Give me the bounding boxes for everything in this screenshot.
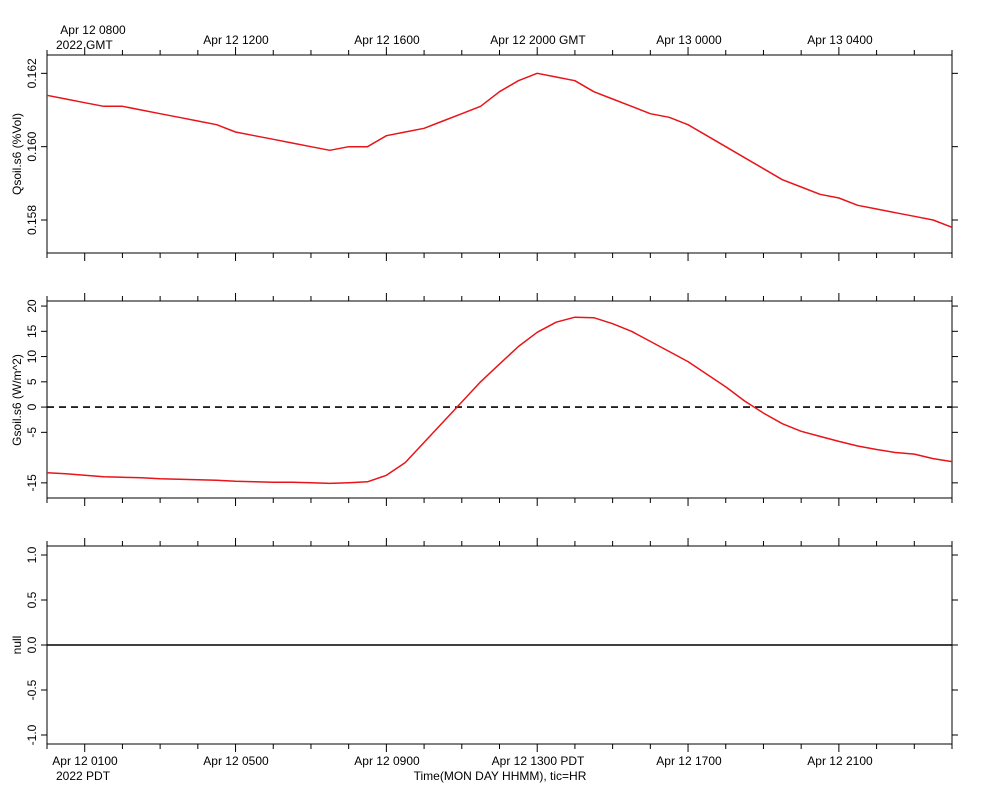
null-x-ticks	[46, 538, 953, 752]
gsoil-series	[46, 316, 953, 485]
y-tick-label: 0	[25, 403, 39, 410]
gsoil-panel: -15 -5 0 5 10 15 20 Gsoil.s6 (W/m^2)	[10, 293, 958, 506]
y-tick-label: 0.0	[25, 636, 39, 653]
y-tick-label: 15	[25, 324, 39, 338]
y-tick-label: 0.5	[25, 591, 39, 608]
gsoil-y-ticks: -15 -5 0 5 10 15 20	[25, 299, 958, 492]
qsoil-y-ticks: 0.158 0.160 0.162	[25, 58, 958, 235]
gsoil-y-axis-label: Gsoil.s6 (W/m^2)	[10, 354, 24, 446]
series-line	[46, 72, 953, 228]
y-tick-label: 0.160	[25, 131, 39, 161]
null-panel: -1.0 -0.5 0.0 0.5 1.0 null	[10, 538, 958, 752]
y-tick-label: -5	[25, 427, 39, 438]
y-tick-label: -15	[25, 474, 39, 492]
qsoil-plot-frame	[46, 54, 953, 254]
bottom-tick-label-1: Apr 12 0500	[203, 754, 269, 768]
y-tick-label: -0.5	[25, 679, 39, 700]
null-y-axis-label: null	[10, 636, 24, 655]
bottom-time-axis: Apr 12 0100 2022 PDT Apr 12 0500 Apr 12 …	[52, 754, 873, 783]
y-tick-label: 1.0	[25, 546, 39, 563]
bottom-year-label: 2022 PDT	[56, 769, 111, 783]
top-tick-label-0: Apr 12 0800	[60, 23, 126, 37]
bottom-tick-label-0: Apr 12 0100	[52, 754, 118, 768]
y-tick-label: 20	[25, 299, 39, 313]
bottom-tick-label-5: Apr 12 2100	[807, 754, 873, 768]
top-tick-label-2: Apr 12 1600	[354, 33, 420, 47]
y-tick-label: 10	[25, 350, 39, 364]
top-tick-label-1: Apr 12 1200	[203, 33, 269, 47]
y-tick-label: -1.0	[25, 724, 39, 745]
top-tick-label-3: Apr 12 2000 GMT	[490, 33, 586, 47]
series-line	[46, 316, 953, 485]
bottom-tick-label-4: Apr 12 1700	[656, 754, 722, 768]
y-tick-label: 5	[25, 378, 39, 385]
top-tick-label-4: Apr 13 0000	[656, 33, 722, 47]
qsoil-x-ticks	[46, 47, 953, 261]
top-year-label: 2022 GMT	[56, 38, 113, 52]
qsoil-y-axis-label: Qsoil.s6 (%Vol)	[10, 113, 24, 195]
top-time-axis: Apr 12 0800 2022 GMT Apr 12 1200 Apr 12 …	[56, 23, 873, 52]
null-y-ticks: -1.0 -0.5 0.0 0.5 1.0	[25, 546, 958, 745]
qsoil-series	[46, 72, 953, 228]
top-tick-label-5: Apr 13 0400	[807, 33, 873, 47]
y-tick-label: 0.162	[25, 58, 39, 88]
bottom-tick-label-2: Apr 12 0900	[354, 754, 420, 768]
gsoil-plot-frame	[46, 300, 953, 499]
gsoil-x-ticks	[46, 293, 953, 506]
qsoil-panel: 0.158 0.160 0.162 Qsoil.s6 (%Vol)	[10, 47, 958, 261]
bottom-tick-label-3: Apr 12 1300 PDT	[492, 754, 585, 768]
bottom-axis-title: Time(MON DAY HHMM), tic=HR	[414, 769, 587, 783]
y-tick-label: 0.158	[25, 205, 39, 235]
